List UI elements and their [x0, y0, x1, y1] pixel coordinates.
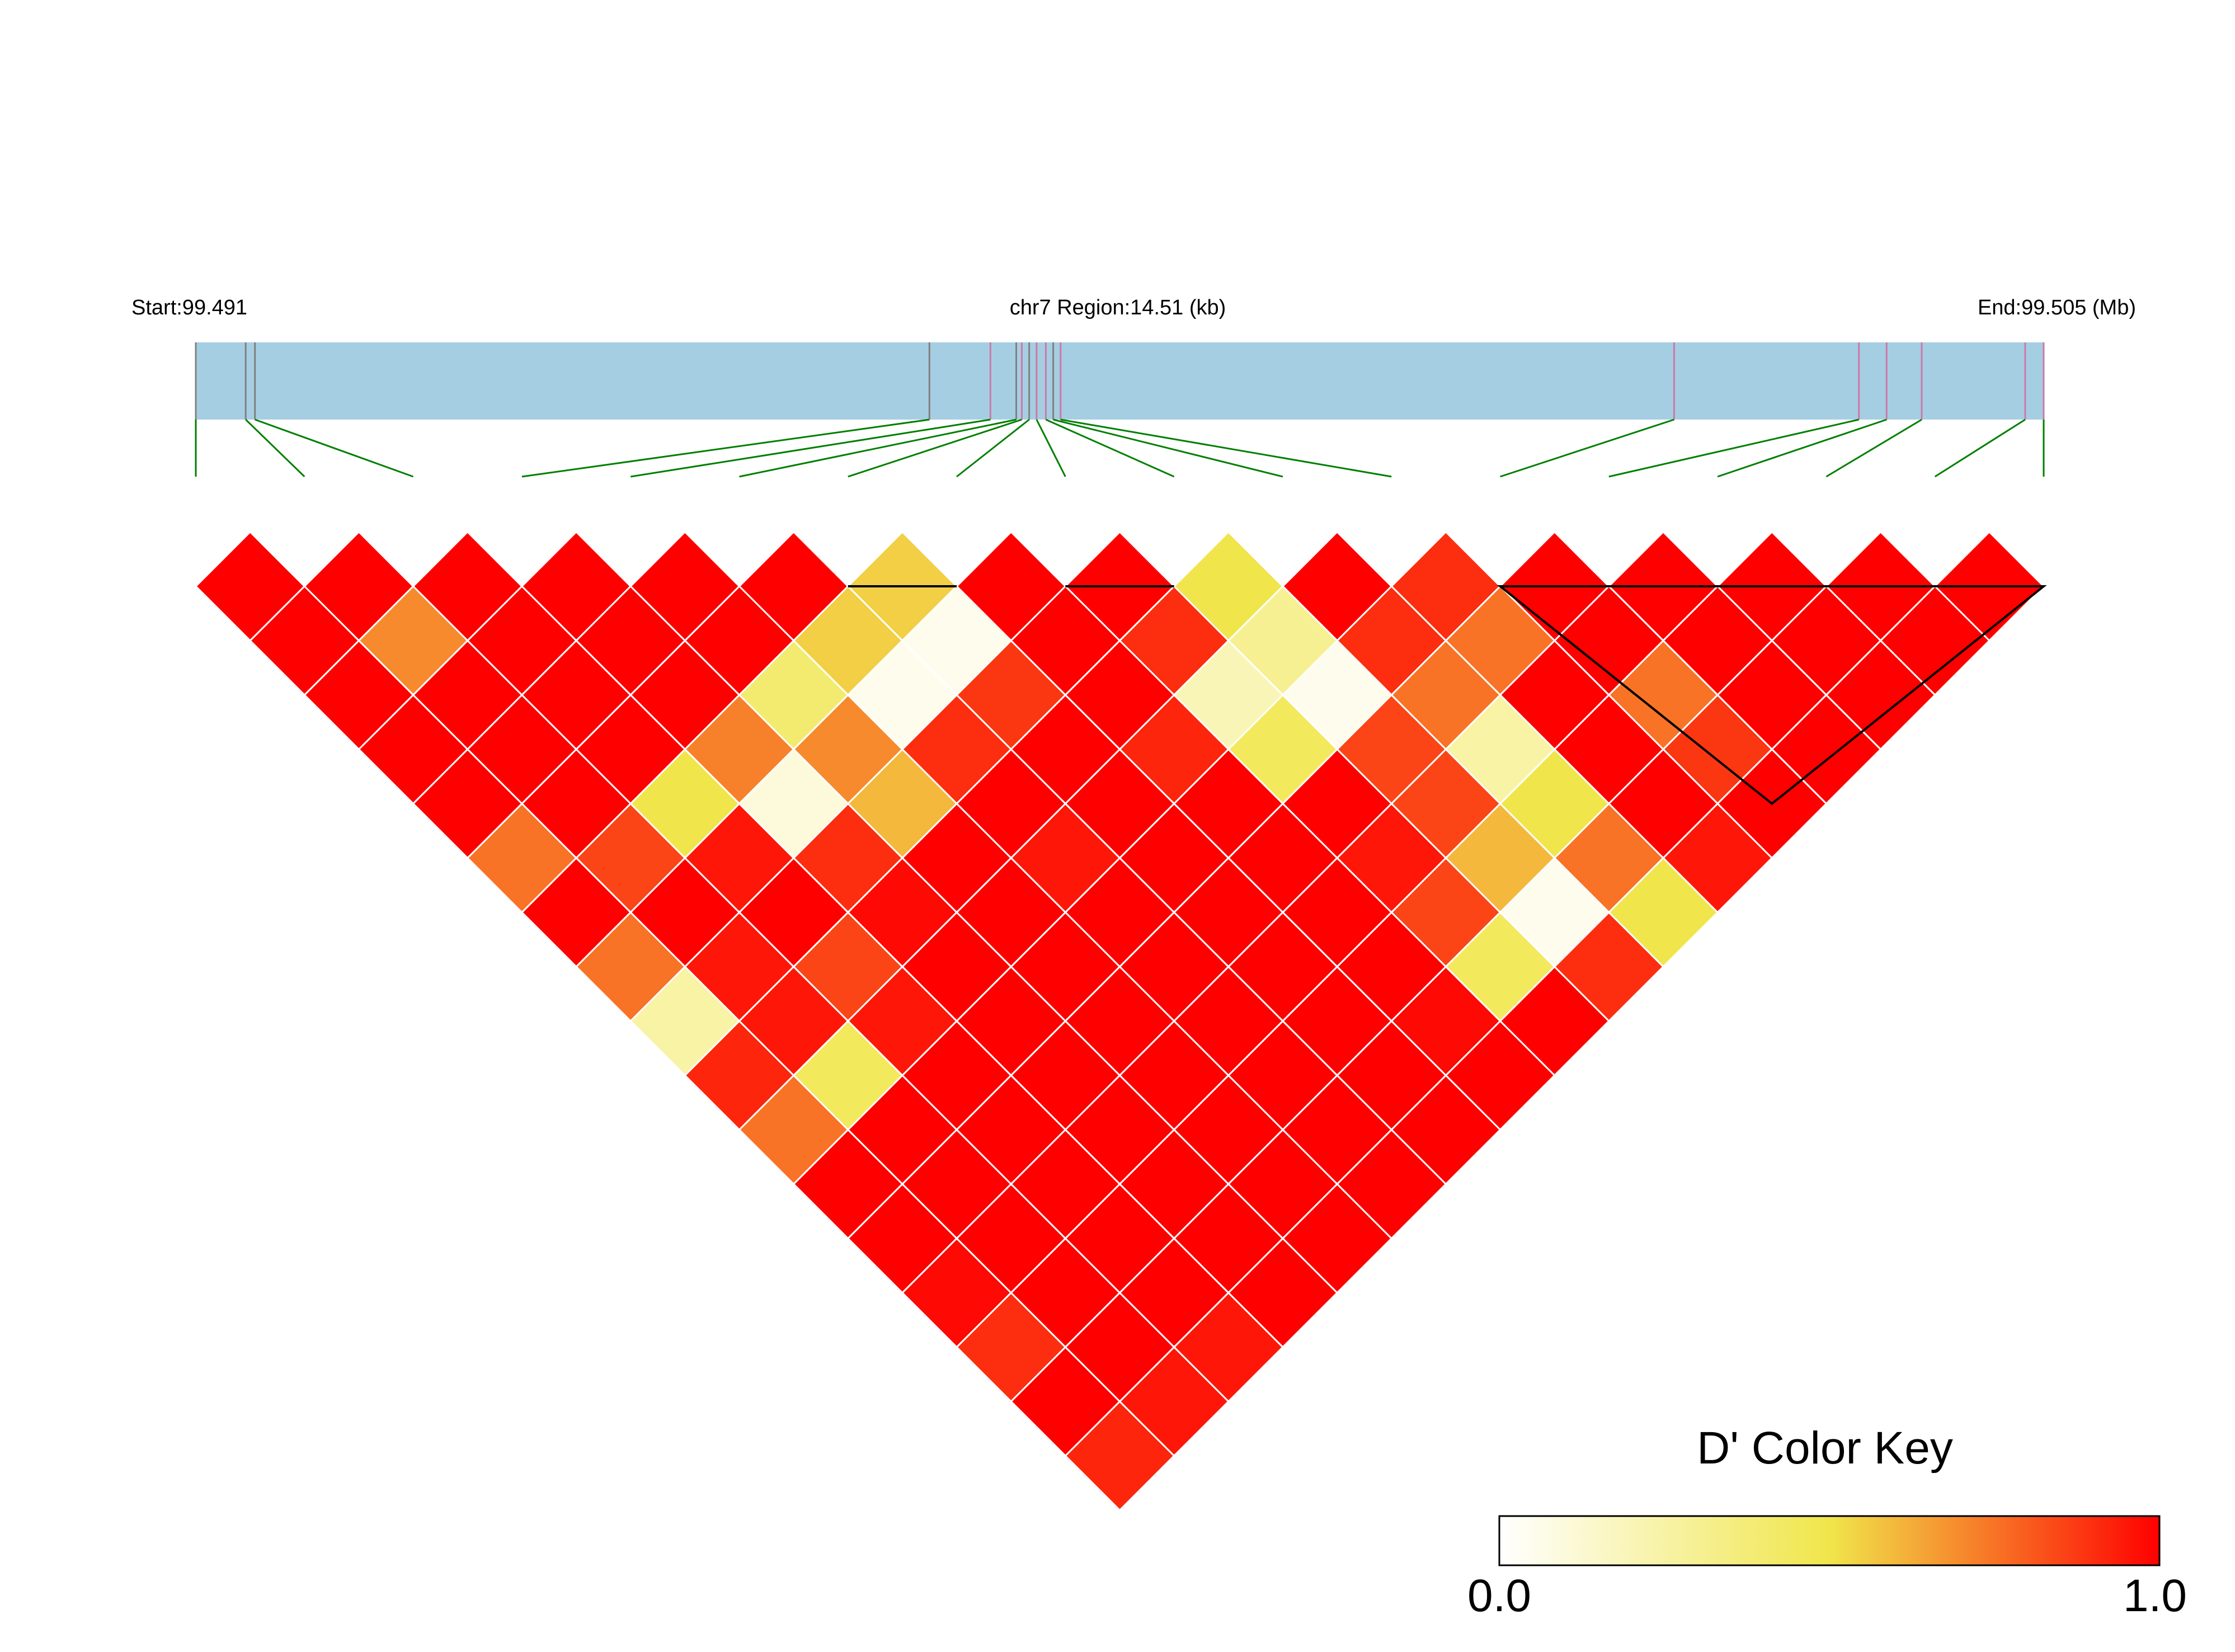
color-key-min-label: 0.0	[1467, 1570, 1531, 1621]
snp-connector-line	[1608, 418, 1860, 478]
snp-connector-line	[1500, 418, 1674, 478]
color-key-bar	[1498, 1515, 2161, 1566]
snp-connector-line	[956, 418, 1030, 478]
color-key-max-label: 1.0	[2123, 1570, 2187, 1621]
haplotype-block-outline	[1497, 585, 2047, 806]
snp-connector-line	[1825, 418, 1922, 478]
region-bar	[196, 342, 2044, 420]
region-start-label: Start:99.491	[131, 296, 247, 319]
snp-connector-line	[1053, 418, 1283, 478]
snp-connector-line	[1717, 418, 1887, 478]
color-key-title: D' Color Key	[1697, 1423, 1953, 1474]
snp-connector-line	[521, 418, 930, 478]
region-end-label: End:99.505 (Mb)	[1978, 296, 2136, 319]
snp-connector-line	[1934, 418, 2026, 478]
snp-connector-line	[630, 418, 991, 478]
ld-cells	[194, 530, 2045, 1512]
snp-connector-line	[245, 418, 305, 478]
snp-connector-line	[1036, 419, 1066, 477]
snp-connector-line	[739, 418, 1017, 478]
snp-connector-line	[1060, 418, 1392, 478]
haplotype-block-outlines	[848, 585, 2047, 806]
snp-markers	[195, 342, 2045, 420]
snp-connector-line	[848, 418, 1022, 478]
ld-cell	[1064, 1400, 1175, 1512]
snp-connector-line	[1045, 418, 1175, 478]
region-center-label: chr7 Region:14.51 (kb)	[1010, 296, 1226, 319]
snp-connector-lines	[195, 418, 2045, 478]
snp-connector-line	[255, 418, 414, 478]
